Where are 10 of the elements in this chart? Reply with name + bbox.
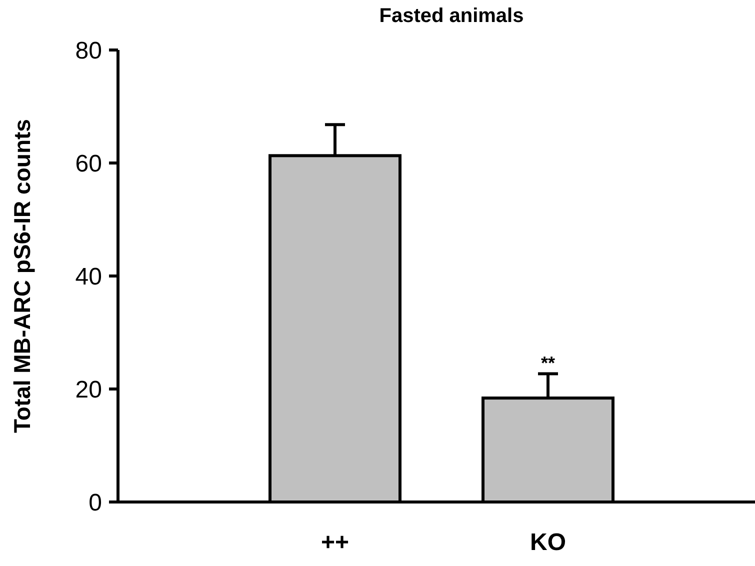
y-tick-label: 60 bbox=[75, 150, 102, 178]
y-axis-title: Total MB-ARC pS6-IR counts bbox=[9, 119, 35, 433]
chart-title: Fasted animals bbox=[379, 5, 524, 27]
y-tick-label: 0 bbox=[88, 489, 102, 516]
y-tick-label: 40 bbox=[75, 263, 102, 290]
annotation: ** bbox=[540, 353, 556, 374]
y-tick-label: 80 bbox=[75, 37, 102, 64]
x-tick-label: ++ bbox=[320, 529, 350, 556]
x-tick-label: KO bbox=[530, 529, 566, 556]
y-tick-label: 20 bbox=[75, 376, 102, 404]
